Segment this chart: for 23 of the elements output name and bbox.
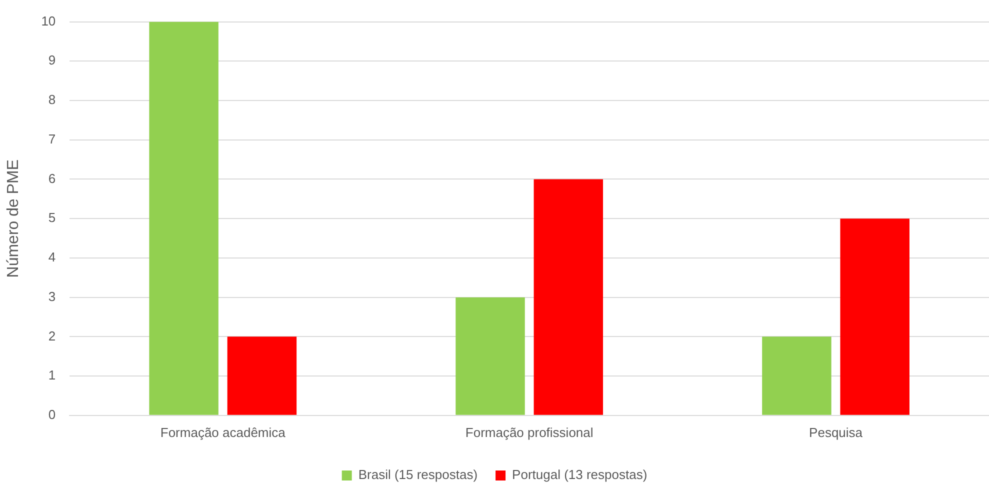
- y-tick-label: 3: [48, 288, 56, 304]
- y-tick-label: 9: [48, 52, 56, 68]
- bar: [227, 336, 297, 415]
- bar: [762, 336, 832, 415]
- bar: [149, 22, 218, 415]
- y-tick-label: 2: [48, 328, 56, 344]
- bar: [840, 218, 910, 415]
- bar: [534, 179, 604, 415]
- y-tick-label: 6: [48, 170, 56, 186]
- y-tick-label: 10: [41, 13, 56, 28]
- y-tick-label: 0: [48, 406, 56, 422]
- y-tick-label: 1: [48, 368, 56, 383]
- legend-label: Portugal (13 respostas): [512, 467, 648, 482]
- bar: [456, 297, 525, 415]
- y-tick-label: 5: [48, 210, 56, 226]
- x-tick-label: Pesquisa: [809, 424, 864, 440]
- legend-label: Brasil (15 respostas): [358, 467, 478, 482]
- x-tick-label: Formação profissional: [465, 424, 594, 440]
- y-tick-label: 8: [48, 92, 56, 108]
- y-axis-title: Número de PME: [5, 159, 22, 278]
- y-tick-label: 4: [48, 250, 56, 265]
- y-tick-label: 7: [48, 131, 56, 146]
- x-tick-label: Formação acadêmica: [160, 424, 286, 440]
